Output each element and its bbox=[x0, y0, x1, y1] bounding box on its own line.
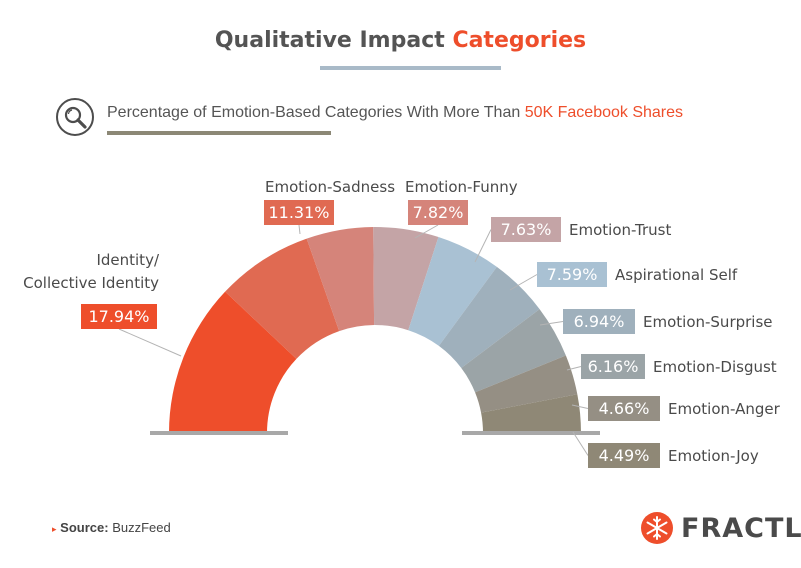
brand-name: FRACTL bbox=[681, 512, 801, 544]
value-box-1 bbox=[264, 200, 334, 225]
leader-line-5 bbox=[539, 321, 564, 326]
slice-5 bbox=[438, 266, 540, 369]
title-underline bbox=[320, 66, 501, 70]
category-label-0-0: Identity/ bbox=[96, 251, 159, 269]
slice-3 bbox=[373, 227, 439, 331]
value-label-5: 6.94% bbox=[574, 312, 625, 331]
leader-line-4 bbox=[509, 274, 538, 291]
category-label-8: Emotion-Joy bbox=[668, 447, 759, 465]
value-label-6: 6.16% bbox=[588, 357, 639, 376]
slice-4 bbox=[408, 237, 497, 346]
value-label-8: 4.49% bbox=[599, 446, 650, 465]
leader-line-2 bbox=[414, 224, 439, 239]
snowflake-icon bbox=[641, 512, 673, 544]
baseline-right bbox=[462, 431, 600, 435]
title-main: Qualitative Impact bbox=[214, 28, 445, 53]
value-box-0 bbox=[81, 304, 157, 329]
category-label-7: Emotion-Anger bbox=[668, 400, 781, 418]
category-label-2: Emotion-Funny bbox=[405, 178, 518, 196]
category-label-1: Emotion-Sadness bbox=[265, 178, 395, 196]
slice-7 bbox=[475, 355, 578, 413]
leader-line-0 bbox=[118, 328, 182, 357]
leader-line-1 bbox=[298, 224, 301, 235]
category-label-3: Emotion-Trust bbox=[569, 221, 671, 239]
slice-2 bbox=[306, 227, 375, 332]
slice-8 bbox=[481, 394, 581, 433]
leader-line-3 bbox=[474, 229, 492, 263]
subtitle-underline bbox=[107, 131, 331, 135]
source-value: BuzzFeed bbox=[112, 520, 171, 535]
value-label-2: 7.82% bbox=[413, 203, 464, 222]
value-label-0: 17.94% bbox=[88, 307, 149, 326]
slice-6 bbox=[461, 309, 566, 393]
leader-line-8 bbox=[572, 431, 589, 456]
chart-title: Qualitative Impact Categories bbox=[0, 28, 801, 53]
source-marker-icon: ▸ bbox=[52, 524, 57, 534]
slice-1 bbox=[225, 238, 340, 359]
value-box-6 bbox=[581, 354, 645, 379]
value-label-4: 7.59% bbox=[547, 265, 598, 284]
leader-line-6 bbox=[566, 366, 582, 371]
baseline-left bbox=[150, 431, 288, 435]
value-box-5 bbox=[563, 309, 635, 334]
value-label-7: 4.66% bbox=[599, 399, 650, 418]
source-label: Source: bbox=[60, 520, 109, 535]
category-label-4: Aspirational Self bbox=[615, 266, 738, 284]
source-note: ▸ Source: BuzzFeed bbox=[52, 520, 171, 535]
chart-subtitle: Percentage of Emotion-Based Categories W… bbox=[107, 104, 683, 122]
value-box-7 bbox=[588, 396, 660, 421]
category-label-6: Emotion-Disgust bbox=[653, 358, 777, 376]
slice-0 bbox=[169, 291, 297, 433]
value-label-3: 7.63% bbox=[501, 220, 552, 239]
category-label-0-1: Collective Identity bbox=[23, 274, 159, 292]
value-box-2 bbox=[408, 200, 468, 225]
value-box-8 bbox=[588, 443, 660, 468]
value-box-3 bbox=[491, 217, 561, 242]
magnifier-icon bbox=[56, 98, 94, 136]
category-label-5: Emotion-Surprise bbox=[643, 313, 773, 331]
subtitle-accent: 50K Facebook Shares bbox=[524, 104, 684, 121]
title-accent: Categories bbox=[452, 28, 587, 53]
leader-line-7 bbox=[571, 404, 589, 409]
subtitle-main: Percentage of Emotion-Based Categories W… bbox=[107, 104, 521, 121]
value-label-1: 11.31% bbox=[268, 203, 329, 222]
value-box-4 bbox=[537, 262, 607, 287]
brand-logo: FRACTL bbox=[641, 512, 801, 544]
